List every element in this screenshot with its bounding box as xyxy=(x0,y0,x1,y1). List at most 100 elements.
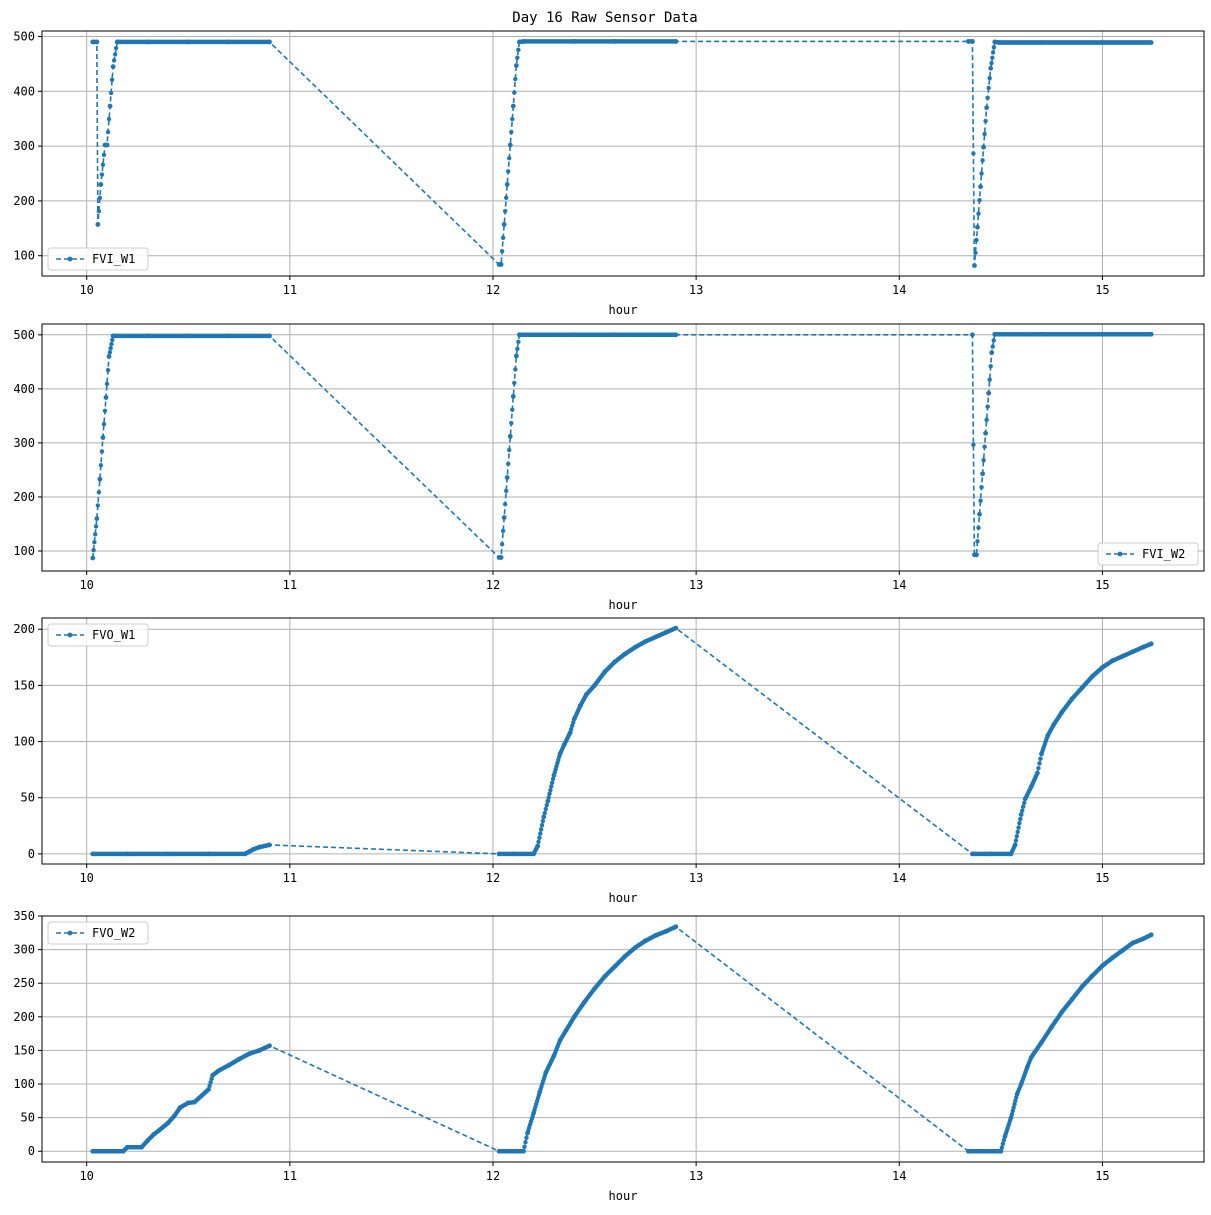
data-point xyxy=(1036,766,1041,771)
x-axis-label: hour xyxy=(609,891,638,905)
data-point xyxy=(989,350,995,356)
data-point xyxy=(984,105,990,111)
y-tick-label: 300 xyxy=(13,139,35,153)
data-point xyxy=(1009,1112,1015,1117)
x-tick-label: 15 xyxy=(1095,1169,1109,1183)
data-point xyxy=(97,476,103,482)
x-tick-label: 12 xyxy=(486,283,500,297)
data-point xyxy=(93,39,99,45)
data-point xyxy=(105,367,111,373)
data-point xyxy=(520,1149,525,1154)
x-tick-label: 13 xyxy=(689,283,703,297)
data-point xyxy=(509,129,514,135)
data-point xyxy=(982,131,987,137)
data-point xyxy=(513,63,519,68)
data-point xyxy=(971,442,976,447)
data-point xyxy=(510,116,515,122)
data-point xyxy=(266,1043,271,1049)
data-point xyxy=(556,1040,562,1045)
series-line-FVO_W1 xyxy=(92,627,1152,855)
x-tick-label: 10 xyxy=(79,1169,93,1183)
data-point xyxy=(93,532,98,537)
data-point xyxy=(101,421,107,427)
data-point xyxy=(969,39,974,44)
data-point xyxy=(990,55,995,60)
chart-panel-2: 10 11 12 13 14 15 100 200 300 400 500 hour FVI_W2 xyxy=(13,323,1205,612)
data-point xyxy=(503,195,509,201)
data-point xyxy=(207,1083,212,1089)
x-tick-label: 14 xyxy=(892,871,906,885)
legend-box xyxy=(1097,542,1199,566)
x-tick-label: 13 xyxy=(689,578,703,592)
data-point xyxy=(1011,1105,1016,1110)
data-point xyxy=(110,64,116,70)
x-tick-label: 14 xyxy=(892,1169,906,1183)
data-point xyxy=(672,924,678,930)
x-tick-label: 12 xyxy=(486,1169,500,1183)
y-tick-label: 200 xyxy=(13,1010,35,1024)
data-point xyxy=(110,337,115,343)
data-point xyxy=(980,158,985,163)
data-point xyxy=(1015,829,1020,835)
data-point xyxy=(506,169,511,174)
data-point xyxy=(108,346,113,351)
data-point xyxy=(507,434,513,439)
data-point xyxy=(978,498,983,503)
data-point xyxy=(112,52,118,57)
data-point xyxy=(92,540,97,545)
chart-panel-4: 10 11 12 13 14 15050100150200250300350hourFVO… xyxy=(13,909,1205,1203)
data-point xyxy=(513,353,519,359)
data-point xyxy=(987,75,992,81)
x-tick-label: 13 xyxy=(689,871,703,885)
data-point xyxy=(990,50,996,55)
data-point xyxy=(570,723,575,729)
data-point xyxy=(546,795,551,800)
data-point xyxy=(1019,808,1025,813)
data-point xyxy=(523,1139,528,1145)
data-point xyxy=(974,237,979,243)
axes-frame xyxy=(41,323,1205,572)
data-point xyxy=(544,802,550,808)
series-line-FVI_W2 xyxy=(92,333,1152,559)
data-point xyxy=(504,182,510,187)
x-tick-label: 15 xyxy=(1095,871,1109,885)
data-point xyxy=(97,195,103,201)
y-tick-label: 200 xyxy=(13,194,35,208)
legend-box xyxy=(47,623,149,647)
data-point xyxy=(107,103,113,109)
data-point xyxy=(976,211,981,216)
y-tick-label: 0 xyxy=(28,1144,35,1158)
data-point xyxy=(540,818,546,824)
data-point xyxy=(1014,1095,1019,1100)
x-tick-label: 15 xyxy=(1095,283,1109,297)
data-point xyxy=(981,144,986,150)
data-point xyxy=(510,103,516,109)
legend: FVI_W1 xyxy=(47,247,149,271)
data-point xyxy=(499,248,505,254)
data-point xyxy=(99,172,105,177)
data-point xyxy=(983,430,989,436)
data-point xyxy=(975,224,980,230)
x-tick-label: 14 xyxy=(892,578,906,592)
data-point xyxy=(983,118,988,124)
x-tick-label: 11 xyxy=(283,283,297,297)
data-point xyxy=(980,471,985,477)
legend-marker xyxy=(67,256,73,262)
y-tick-label: 150 xyxy=(13,678,35,692)
data-point xyxy=(497,262,503,267)
data-point xyxy=(510,407,515,412)
data-point xyxy=(975,539,980,544)
data-point xyxy=(1028,1057,1033,1062)
data-point xyxy=(530,1113,535,1119)
data-point xyxy=(96,208,102,214)
data-point xyxy=(1007,1118,1013,1123)
data-point xyxy=(109,77,115,82)
data-point xyxy=(105,129,111,135)
data-point xyxy=(971,151,976,156)
data-point xyxy=(543,806,549,812)
y-tick-label: 200 xyxy=(13,622,35,636)
data-point xyxy=(548,787,553,793)
data-point xyxy=(550,1055,556,1060)
data-point xyxy=(1010,1108,1015,1114)
data-point xyxy=(1148,40,1153,45)
